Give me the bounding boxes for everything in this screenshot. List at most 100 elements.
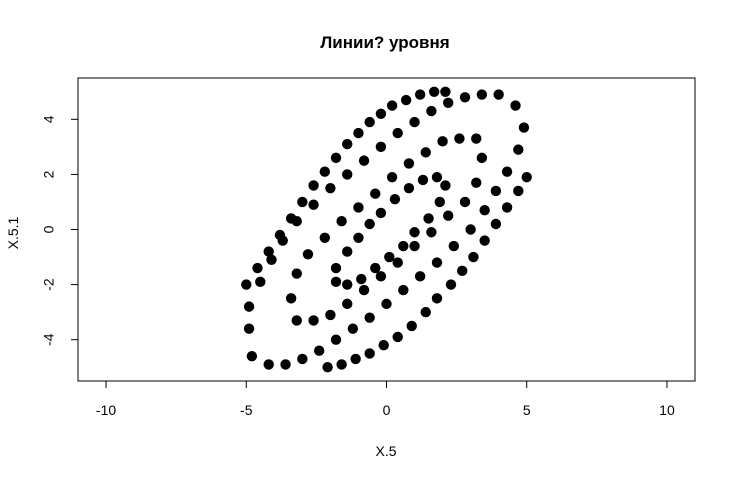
contour-point xyxy=(471,177,482,188)
contour-point xyxy=(490,218,502,230)
y-tick-label: 4 xyxy=(41,115,57,123)
contour-point xyxy=(426,227,437,238)
x-tick-label: 10 xyxy=(659,402,675,418)
y-tick-label: 2 xyxy=(41,170,57,178)
x-axis: -10 -5 0 5 10 xyxy=(96,380,675,418)
contour-point xyxy=(350,353,361,365)
contour-point xyxy=(285,293,297,304)
contour-point xyxy=(342,169,353,180)
contour-point xyxy=(426,105,437,117)
contour-point xyxy=(440,86,451,97)
contour-point xyxy=(414,89,426,100)
contour-point xyxy=(243,323,255,334)
contour-point xyxy=(308,199,319,210)
contour-point xyxy=(400,94,412,106)
contour-point xyxy=(313,345,325,356)
x-tick-label: 0 xyxy=(383,402,391,418)
contour-point xyxy=(431,171,443,183)
contour-point xyxy=(459,196,471,208)
contour-point xyxy=(398,240,409,252)
contour-series-4 xyxy=(241,86,451,290)
chart-title: Линии? уровня xyxy=(320,33,449,52)
contour-point xyxy=(471,133,482,144)
contour-point xyxy=(364,348,375,359)
contour-point xyxy=(364,116,375,128)
contour-point xyxy=(302,249,314,260)
contour-point xyxy=(392,331,403,343)
x-axis-label: X.5 xyxy=(375,443,396,459)
contour-point xyxy=(386,171,398,183)
contour-point xyxy=(375,141,387,153)
x-tick-label: -10 xyxy=(96,402,116,418)
contour-point xyxy=(468,251,479,263)
contour-point xyxy=(392,127,403,139)
contour-point xyxy=(319,232,330,243)
contour-point xyxy=(342,298,353,310)
contour-point xyxy=(353,232,364,243)
contour-point xyxy=(266,254,277,265)
contour-point xyxy=(493,89,504,100)
contour-point xyxy=(403,158,415,169)
contour-point xyxy=(417,174,429,186)
contour-point xyxy=(325,182,336,194)
contour-point xyxy=(445,279,457,290)
contour-point xyxy=(501,202,513,213)
contour-series-3 xyxy=(243,89,530,370)
contour-point xyxy=(353,202,364,213)
contour-point xyxy=(243,301,255,312)
contour-point xyxy=(291,315,302,326)
contour-point xyxy=(370,188,381,199)
contour-series-2 xyxy=(285,133,488,326)
contour-point xyxy=(375,271,387,282)
contour-point xyxy=(330,334,342,345)
y-tick-label: -2 xyxy=(41,278,57,291)
contour-point xyxy=(263,246,274,257)
contour-point xyxy=(322,362,333,373)
contour-point xyxy=(386,100,398,111)
contour-point xyxy=(319,166,330,177)
contour-point xyxy=(246,351,258,362)
contour-series-5 xyxy=(322,171,532,373)
contour-point xyxy=(370,262,381,274)
contour-point xyxy=(428,86,440,97)
contour-point xyxy=(409,116,420,128)
y-tick-label: -4 xyxy=(41,333,57,346)
x-tick-label: -5 xyxy=(240,402,253,418)
contour-point xyxy=(513,144,524,155)
contour-point xyxy=(414,271,426,282)
contour-point xyxy=(364,218,375,230)
contour-point xyxy=(308,315,319,326)
contour-point xyxy=(501,166,513,177)
contour-point xyxy=(423,213,434,224)
y-axis-label: X.5.1 xyxy=(5,216,21,249)
contour-point xyxy=(437,136,448,147)
contour-point xyxy=(443,210,454,221)
contour-point xyxy=(440,180,451,191)
contour-point xyxy=(291,268,302,279)
contour-point xyxy=(280,359,291,370)
contour-point xyxy=(384,251,395,263)
contour-point xyxy=(513,185,524,197)
contour-point xyxy=(330,152,342,164)
contour-point xyxy=(375,108,387,120)
contour-point xyxy=(378,339,389,351)
contour-lines xyxy=(241,86,532,373)
contour-point xyxy=(336,216,347,227)
contour-point xyxy=(241,279,252,290)
y-tick-label: 0 xyxy=(41,225,57,233)
contour-point xyxy=(308,180,319,191)
contour-point xyxy=(431,257,443,268)
contour-point xyxy=(342,279,353,290)
contour-point xyxy=(420,306,431,318)
contour-point xyxy=(409,240,420,252)
contour-point xyxy=(490,185,502,197)
contour-point xyxy=(364,312,375,323)
y-axis: -4 -2 0 2 4 xyxy=(41,115,79,346)
contour-point xyxy=(285,213,297,224)
contour-point xyxy=(330,276,342,288)
contour-point xyxy=(479,235,490,246)
contour-point xyxy=(476,89,488,100)
contour-point xyxy=(392,257,403,268)
contour-point xyxy=(325,309,336,321)
contour-point xyxy=(342,246,353,257)
